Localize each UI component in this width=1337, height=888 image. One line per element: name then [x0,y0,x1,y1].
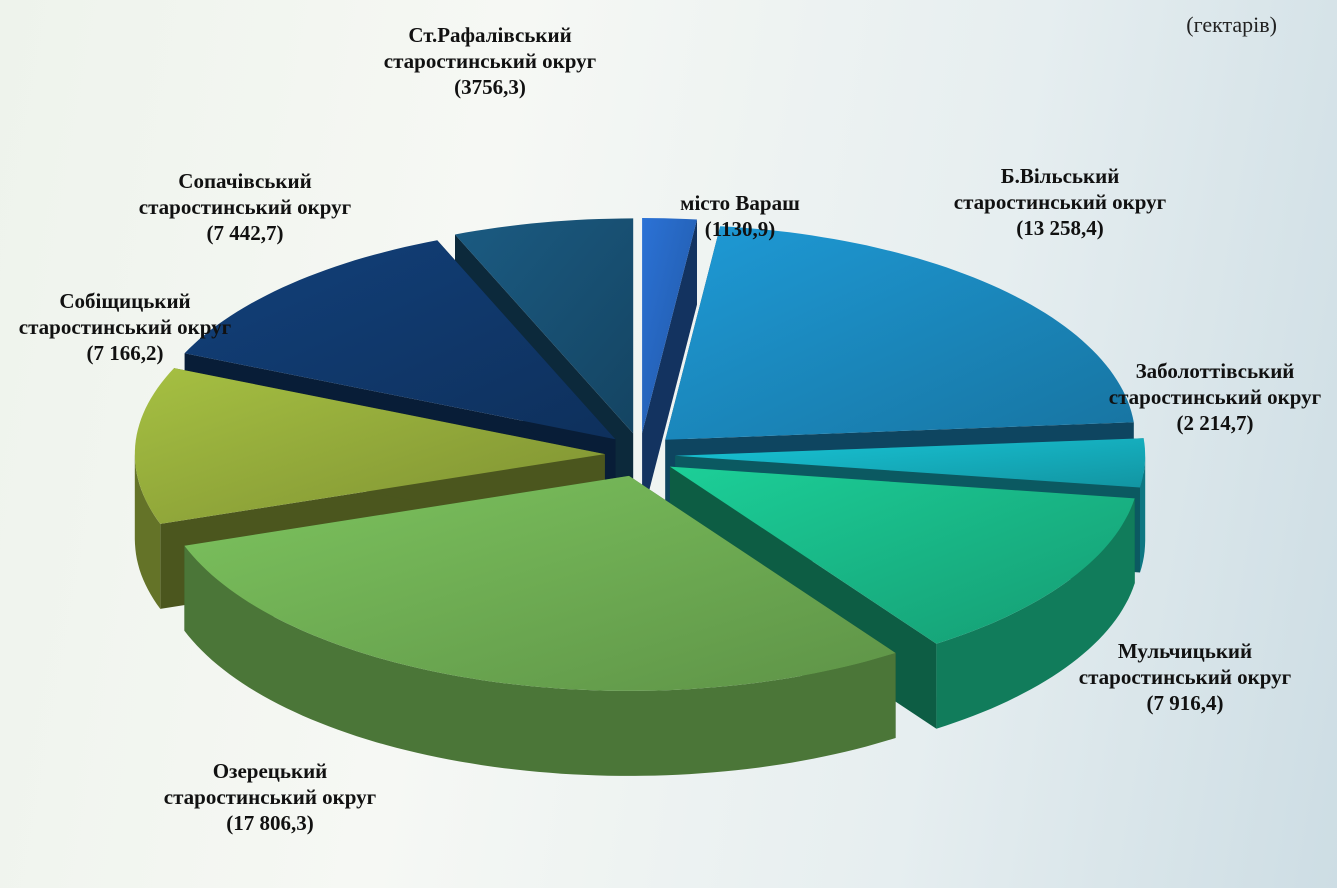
value-label: (7 166,2) [86,341,164,365]
category-name: Б.Вільський старостинський округ [953,164,1167,214]
category-name: Мульчицький старостинський округ [1078,639,1292,689]
value-label: (3756,3) [454,75,526,99]
value-label: (2 214,7) [1176,411,1254,435]
pie-slice [455,218,634,434]
pie-slice [134,368,605,524]
value-label: (7 442,7) [206,221,284,245]
pie-slice [184,475,896,691]
pie-slice [675,438,1146,488]
slice-outer-wall [134,454,161,609]
slice-radial-wall [642,219,697,518]
value-label: (1130,9) [704,217,776,241]
pie-slice [669,466,1135,644]
value-label: (7 916,4) [1146,691,1224,715]
slice-outer-wall [1140,455,1146,573]
slice-outer-wall [184,545,896,776]
slice-label: Ст.Рафалівський старостинський округ (375… [370,22,610,100]
slice-label: Собіщицький старостинський округ (7 166,2… [5,288,245,366]
pie-slice [665,226,1134,440]
category-name: Сопачівський старостинський округ [138,169,352,219]
category-name: Озерецький старостинський округ [163,759,377,809]
pie-slice [184,240,616,440]
category-name: місто Вараш [680,191,800,215]
slice-label: Заболоттівський старостинський округ (2 2… [1095,358,1335,436]
pie-slice [642,218,697,433]
slice-label: місто Вараш (1130,9) [640,190,840,242]
slice-label: Б.Вільський старостинський округ (13 258,… [940,163,1180,241]
slice-label: Озерецький старостинський округ (17 806,3… [150,758,390,836]
value-label: (17 806,3) [226,811,314,835]
category-name: Собіщицький старостинський округ [18,289,232,339]
category-name: Ст.Рафалівський старостинський округ [383,23,597,73]
category-name: Заболоттівський старостинський округ [1108,359,1322,409]
slice-label: Мульчицький старостинський округ (7 916,4… [1065,638,1305,716]
slice-outer-wall [936,498,1135,729]
value-label: (13 258,4) [1016,216,1104,240]
slice-label: Сопачівський старостинський округ (7 442,… [125,168,365,246]
unit-label: (гектарів) [1186,12,1277,37]
